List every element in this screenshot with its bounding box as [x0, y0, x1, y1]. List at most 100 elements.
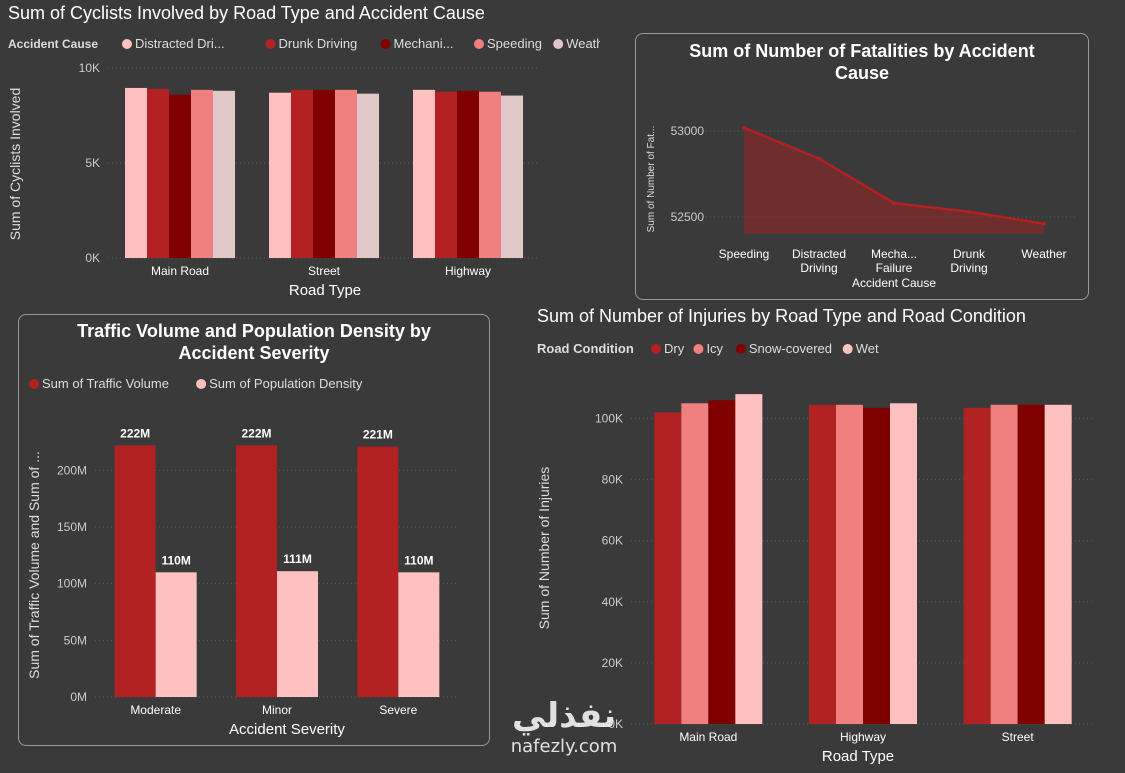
- cyclists-bar-street-drunk-driving[interactable]: [291, 89, 313, 258]
- injuries-legend-dry[interactable]: Dry: [664, 341, 685, 356]
- traffic-ytick-100m: 100M: [57, 577, 87, 591]
- injuries-bar-main-road-icy[interactable]: [681, 403, 709, 724]
- cyclists-bar-street-distracted-dri[interactable]: [269, 92, 291, 258]
- fatalities-title-line-2: Cause: [835, 63, 889, 83]
- traffic-legend-marker-sum-of-traffic-volume: [29, 379, 39, 389]
- traffic-ytick-150m: 150M: [57, 520, 87, 534]
- traffic-legend-sum-of-population-density[interactable]: Sum of Population Density: [209, 376, 363, 391]
- injuries-xtick-street: Street: [1002, 730, 1035, 744]
- injuries-ytick-80k: 80K: [602, 473, 623, 487]
- cyclists-legend-distracted-dri[interactable]: Distracted Dri...: [135, 36, 225, 51]
- injuries-bar-highway-icy[interactable]: [836, 404, 863, 724]
- cyclists-legend: Distracted Dri... Drunk Driving Mechani...…: [122, 36, 616, 51]
- cyclists-legend-drunk-driving[interactable]: Drunk Driving: [279, 36, 358, 51]
- cyclists-legend-mechani[interactable]: Mechani...: [394, 36, 454, 51]
- fatalities-ylabel: Sum of Number of Fat...: [646, 126, 657, 233]
- cyclists-bar-street-weather[interactable]: [357, 93, 379, 259]
- fatalities-xlabel: Accident Cause: [852, 276, 936, 290]
- injuries-legend-snow-covered[interactable]: Snow-covered: [749, 341, 832, 356]
- cyclists-bar-highway-drunk-driving[interactable]: [435, 91, 457, 258]
- injuries-bar-main-road-wet[interactable]: [735, 394, 763, 724]
- traffic-panel: Traffic Volume and Population Density by…: [18, 314, 490, 746]
- cyclists-legend-weather[interactable]: Weather: [566, 36, 616, 51]
- fatalities-point-weather[interactable]: [1042, 221, 1046, 226]
- fatalities-ytick-53000: 53000: [671, 124, 705, 138]
- injuries-title: Sum of Number of Injuries by Road Type a…: [537, 306, 1026, 326]
- traffic-bar-minor-sum-of-population-density[interactable]: [277, 571, 318, 697]
- cyclists-bar-highway-weather[interactable]: [501, 95, 523, 258]
- traffic-ytick-200m: 200M: [57, 463, 87, 477]
- cyclists-bar-highway-distracted-dri[interactable]: [413, 89, 435, 258]
- cyclists-xtick-street: Street: [308, 264, 341, 278]
- injuries-xtick-main-road: Main Road: [679, 730, 737, 744]
- traffic-bar-minor-sum-of-traffic-volume[interactable]: [236, 445, 277, 697]
- injuries-bar-main-road-dry[interactable]: [654, 412, 682, 724]
- cyclists-legend-marker-weather: [553, 39, 564, 49]
- fatalities-ytick-52500: 52500: [671, 210, 705, 224]
- injuries-bar-street-snow-covered[interactable]: [1017, 404, 1045, 724]
- injuries-ytick-20k: 20K: [602, 656, 623, 670]
- traffic-data-label-minor-sum-of-traffic-volume: 222M: [241, 426, 271, 440]
- injuries-bar-highway-wet[interactable]: [890, 403, 917, 724]
- traffic-data-label-severe-sum-of-traffic-volume: 221M: [363, 428, 393, 442]
- traffic-bar-moderate-sum-of-traffic-volume[interactable]: [114, 445, 156, 697]
- injuries-legend-marker-icy: [693, 344, 704, 354]
- traffic-legend-sum-of-traffic-volume[interactable]: Sum of Traffic Volume: [42, 376, 169, 391]
- watermark: نفذلي nafezly.com: [494, 696, 634, 766]
- cyclists-legend-title: Accident Cause: [8, 37, 98, 51]
- injuries-panel: Sum of Number of Injuries by Road Type a…: [525, 300, 1125, 768]
- cyclists-bar-highway-mechani[interactable]: [457, 90, 479, 258]
- traffic-xlabel: Accident Severity: [229, 721, 345, 738]
- cyclists-bar-main-road-drunk-driving[interactable]: [147, 88, 169, 259]
- traffic-data-label-severe-sum-of-population-density: 110M: [404, 553, 433, 567]
- injuries-bar-highway-snow-covered[interactable]: [863, 407, 890, 724]
- cyclists-panel: Sum of Cyclists Involved by Road Type an…: [0, 0, 616, 300]
- cyclists-bar-main-road-speeding[interactable]: [191, 89, 213, 258]
- cyclists-ytick-0k: 0K: [85, 251, 100, 265]
- cyclists-chart: Sum of Cyclists Involved by Road Type an…: [7, 3, 616, 299]
- traffic-xtick-severe: Severe: [379, 703, 417, 717]
- cyclists-bar-street-mechani[interactable]: [313, 89, 335, 258]
- cyclists-bar-main-road-distracted-dri[interactable]: [125, 87, 147, 258]
- traffic-xtick-minor: Minor: [262, 703, 292, 717]
- cyclists-bar-street-speeding[interactable]: [335, 89, 357, 258]
- fatalities-point-mecha-failure[interactable]: [892, 201, 896, 206]
- cyclists-legend-marker-speeding: [474, 39, 484, 49]
- cyclists-legend-speeding[interactable]: Speeding: [487, 36, 542, 51]
- cyclists-xtick-highway: Highway: [445, 264, 491, 278]
- fatalities-point-drunk-driving[interactable]: [967, 209, 971, 214]
- injuries-bar-street-wet[interactable]: [1044, 404, 1072, 724]
- traffic-chart: Traffic Volume and Population Density by…: [26, 321, 459, 738]
- injuries-bar-main-road-snow-covered[interactable]: [708, 400, 736, 724]
- fatalities-point-distracted-driving[interactable]: [817, 156, 821, 161]
- fatalities-xtick-mecha-failure: Mecha... Failure: [871, 247, 917, 275]
- traffic-legend-marker-sum-of-population-density: [196, 379, 207, 389]
- cyclists-xlabel: Road Type: [289, 282, 361, 299]
- fatalities-chart: Sum of Number of Fatalities by Accident …: [646, 41, 1076, 290]
- traffic-ylabel: Sum of Traffic Volume and Sum of ...: [26, 451, 42, 679]
- cyclists-bar-highway-speeding[interactable]: [479, 91, 501, 258]
- injuries-chart: Sum of Number of Injuries by Road Type a…: [536, 306, 1095, 765]
- injuries-bar-street-dry[interactable]: [963, 407, 991, 724]
- fatalities-panel: Sum of Number of Fatalities by Accident …: [635, 33, 1089, 300]
- traffic-title-line-2: Accident Severity: [178, 343, 329, 363]
- injuries-ytick-0k: 0K: [608, 717, 623, 731]
- injuries-legend-icy[interactable]: Icy: [706, 341, 723, 356]
- injuries-bar-street-icy[interactable]: [990, 404, 1018, 724]
- injuries-xtick-highway: Highway: [840, 730, 886, 744]
- cyclists-bar-main-road-weather[interactable]: [213, 90, 235, 258]
- cyclists-ylabel: Sum of Cyclists Involved: [7, 88, 23, 241]
- injuries-ytick-100k: 100K: [595, 412, 623, 426]
- traffic-data-label-moderate-sum-of-population-density: 110M: [161, 553, 190, 567]
- injuries-bar-highway-dry[interactable]: [809, 404, 836, 724]
- traffic-bar-severe-sum-of-population-density[interactable]: [398, 572, 440, 697]
- traffic-bar-severe-sum-of-traffic-volume[interactable]: [357, 446, 399, 697]
- injuries-legend-wet[interactable]: Wet: [856, 341, 879, 356]
- injuries-xlabel: Road Type: [822, 748, 894, 765]
- injuries-legend-marker-snow-covered: [735, 344, 746, 354]
- injuries-legend-marker-wet: [842, 344, 853, 354]
- cyclists-bar-main-road-mechani[interactable]: [169, 94, 191, 258]
- fatalities-point-speeding[interactable]: [742, 125, 746, 130]
- cyclists-ytick-5k: 5K: [85, 156, 100, 170]
- traffic-bar-moderate-sum-of-population-density[interactable]: [155, 572, 197, 697]
